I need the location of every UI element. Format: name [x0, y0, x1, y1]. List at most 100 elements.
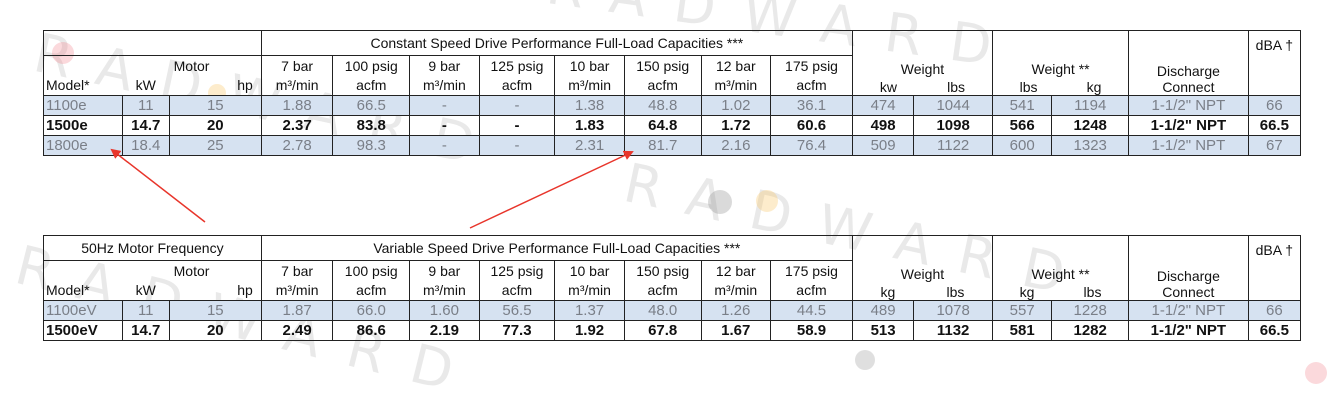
cell-weight2-a: 541	[992, 95, 1053, 116]
cell-perf-7bar: 2.78	[260, 135, 334, 156]
motor-header: Motor	[122, 55, 262, 75]
group-title: Variable Speed Drive Performance Full-Lo…	[260, 235, 853, 261]
discharge-label: Discharge	[1156, 63, 1220, 79]
cell-perf-10bar: 1.38	[554, 95, 625, 116]
cell-hp: 20	[168, 320, 262, 341]
cell-perf-7bar: 1.87	[260, 300, 334, 321]
motor-frequency-label: 50Hz Motor Frequency	[43, 235, 262, 261]
cell-perf-9bar: -	[409, 135, 480, 156]
weight-header-cell: Weight kg lbs	[851, 235, 994, 301]
dba-header: dBA †	[1247, 235, 1302, 301]
perf-header-unit: acfm	[770, 280, 853, 301]
weight2-label: Weight **	[1031, 61, 1090, 77]
cell-perf-150psig: 64.8	[623, 115, 702, 136]
weight2-unit-2: kg	[1086, 79, 1102, 95]
cell-perf-100psig: 83.8	[332, 115, 411, 136]
cell-dba: 66.5	[1247, 320, 1302, 341]
cell-perf-100psig: 86.6	[332, 320, 411, 341]
arrow-to-1500e	[110, 148, 206, 223]
model-header: Model*	[43, 75, 123, 96]
table-row: 1500e 14.7 20 2.37 83.8- -1.83 64.8 1.72 60.6 498…	[43, 115, 1302, 136]
cell-perf-150psig: 48.8	[623, 95, 702, 116]
cell-perf-12bar: 1.02	[700, 95, 772, 116]
discharge-header-cell: Discharge Connect	[1128, 30, 1249, 96]
cell-perf-100psig: 98.3	[332, 135, 411, 156]
weight2-header-cell: Weight ** lbs kg	[992, 30, 1130, 96]
discharge-label-2: Connect	[1162, 79, 1215, 95]
cell-perf-125psig: -	[478, 115, 556, 136]
table-row: 1800e 18.4 25 2.78 98.3- -2.31 81.7 2.16 76.4 509…	[43, 135, 1302, 156]
cell-model: 1800e	[43, 135, 123, 156]
cell-perf-9bar: -	[409, 115, 480, 136]
variable-speed-table-body: 1100eV 11 15 1.87 66.0 1.60 56.5 1.37 48.0 1.26 44…	[43, 300, 1302, 341]
table-row: 1100eV 11 15 1.87 66.0 1.60 56.5 1.37 48.0 1.26 44…	[43, 300, 1302, 321]
cell-weight-b: 1132	[913, 320, 994, 341]
cell-weight2-b: 1194	[1051, 95, 1130, 116]
cell-weight-a: 498	[851, 115, 915, 136]
cell-hp: 25	[168, 135, 262, 156]
table-row: 1100e 11 15 1.88 66.5- -1.38 48.8 1.02 36.1 474 10…	[43, 95, 1302, 116]
perf-header-unit: acfm	[478, 75, 556, 96]
constant-speed-table-block: Constant Speed Drive Performance Full-Lo…	[43, 30, 1302, 156]
perf-header-unit: m³/min	[409, 75, 480, 96]
perf-header-unit: m³/min	[554, 75, 625, 96]
cell-weight2-a: 581	[992, 320, 1053, 341]
cell-weight-b: 1078	[913, 300, 994, 321]
cell-hp: 15	[168, 95, 262, 116]
cell-weight2-a: 557	[992, 300, 1053, 321]
perf-header-unit: acfm	[623, 75, 702, 96]
cell-perf-175psig: 58.9	[770, 320, 853, 341]
cell-discharge: 1-1/2" NPT	[1128, 115, 1249, 136]
cell-perf-12bar: 1.26	[700, 300, 772, 321]
arrow-to-64-8	[469, 150, 634, 229]
hp-header: hp	[169, 75, 262, 96]
cell-hp: 15	[168, 300, 262, 321]
cell-weight2-a: 600	[992, 135, 1053, 156]
perf-header-top: 12 bar	[700, 260, 772, 280]
perf-header-unit: acfm	[770, 75, 853, 96]
cell-perf-7bar: 2.37	[260, 115, 334, 136]
cell-perf-125psig: 56.5	[478, 300, 556, 321]
cell-perf-12bar: 1.67	[700, 320, 772, 341]
perf-header-unit: m³/min	[260, 75, 334, 96]
weight2-unit-2: lbs	[1083, 284, 1102, 300]
perf-header-top: 7 bar	[260, 260, 334, 280]
model-spacer	[43, 55, 123, 75]
cell-perf-9bar: 1.60	[409, 300, 480, 321]
cell-weight2-b: 1248	[1051, 115, 1130, 136]
constant-speed-table-body: 1100e 11 15 1.88 66.5- -1.38 48.8 1.02 36.1 474 10…	[43, 95, 1302, 156]
cell-weight-a: 509	[851, 135, 915, 156]
motor-header: Motor	[122, 260, 262, 280]
cell-kw: 11	[121, 300, 170, 321]
perf-header-unit: acfm	[332, 75, 411, 96]
perf-header-unit: acfm	[332, 280, 411, 301]
perf-header-top: 9 bar	[409, 260, 480, 280]
cell-kw: 14.7	[121, 115, 170, 136]
perf-header-unit: m³/min	[700, 280, 772, 301]
weight-header-cell: Weight kw lbs	[851, 30, 994, 96]
cell-weight2-b: 1228	[1051, 300, 1130, 321]
cell-perf-9bar: 2.19	[409, 320, 480, 341]
weight2-unit-1: kg	[1019, 284, 1035, 300]
perf-header-unit: m³/min	[700, 75, 772, 96]
watermark-dot	[708, 190, 732, 214]
cell-kw: 14.7	[121, 320, 170, 341]
model-header: Model*	[43, 280, 123, 301]
cell-perf-150psig: 67.8	[623, 320, 702, 341]
cell-perf-100psig: 66.5	[332, 95, 411, 116]
cell-weight2-b: 1282	[1051, 320, 1130, 341]
cell-perf-125psig: 77.3	[478, 320, 556, 341]
cell-weight-a: 489	[851, 300, 915, 321]
perf-header-top: 125 psig	[478, 55, 556, 75]
cell-perf-10bar: 1.37	[554, 300, 625, 321]
kw-header: kW	[122, 75, 170, 96]
perf-header-top: 12 bar	[700, 55, 772, 75]
cell-kw: 11	[121, 95, 170, 116]
cell-dba: 67	[1247, 135, 1302, 156]
watermark-dot	[1305, 362, 1327, 384]
cell-perf-175psig: 60.6	[770, 115, 853, 136]
weight2-label: Weight **	[1031, 266, 1090, 282]
table-row: 1500eV 14.7 20 2.49 86.6 2.19 77.3 1.92 67.8 1.67…	[43, 320, 1302, 341]
cell-weight2-b: 1323	[1051, 135, 1130, 156]
perf-header-unit: acfm	[623, 280, 702, 301]
